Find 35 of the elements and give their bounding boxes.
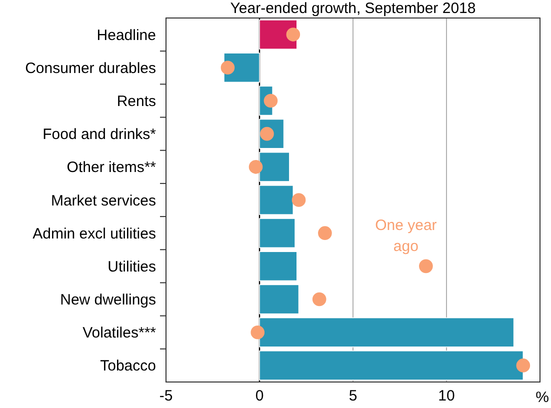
bar	[259, 317, 514, 348]
x-axis-title: %	[536, 389, 549, 406]
point	[312, 292, 326, 306]
point	[419, 259, 433, 274]
bar	[259, 251, 298, 282]
bar	[259, 284, 300, 314]
y-tick-label: Admin excl utilities	[32, 225, 156, 242]
point	[220, 60, 235, 75]
point	[248, 160, 263, 174]
bar	[259, 350, 524, 380]
bar	[259, 185, 294, 215]
y-tick-label: Tobacco	[100, 358, 156, 375]
x-tick-label: 5	[348, 388, 358, 405]
y-tick-label: Utilities	[108, 258, 156, 276]
chart-title: Year-ended growth, September 2018	[230, 0, 476, 17]
point	[250, 325, 265, 340]
bar	[259, 218, 296, 248]
y-tick-label: Market services	[50, 192, 156, 210]
x-tick-label: -5	[159, 388, 173, 405]
series-label: One year ago	[375, 217, 437, 256]
bar	[259, 152, 290, 182]
point	[286, 28, 300, 42]
y-tick-label: Rents	[116, 92, 156, 110]
y-tick-label: Consumer durables	[25, 60, 156, 77]
point	[292, 193, 306, 207]
y-tick-label: Other items**	[66, 159, 156, 176]
y-tick-label: Volatiles***	[82, 324, 156, 342]
x-tick-label: 0	[255, 388, 264, 405]
y-tick-label: Headline	[96, 26, 156, 44]
point	[516, 358, 530, 372]
y-tick-label: New dwellings	[60, 292, 156, 309]
x-tick-label: 10	[438, 388, 455, 405]
y-tick-label: Food and drinks*	[42, 126, 156, 144]
point	[318, 226, 332, 240]
point	[264, 94, 278, 108]
